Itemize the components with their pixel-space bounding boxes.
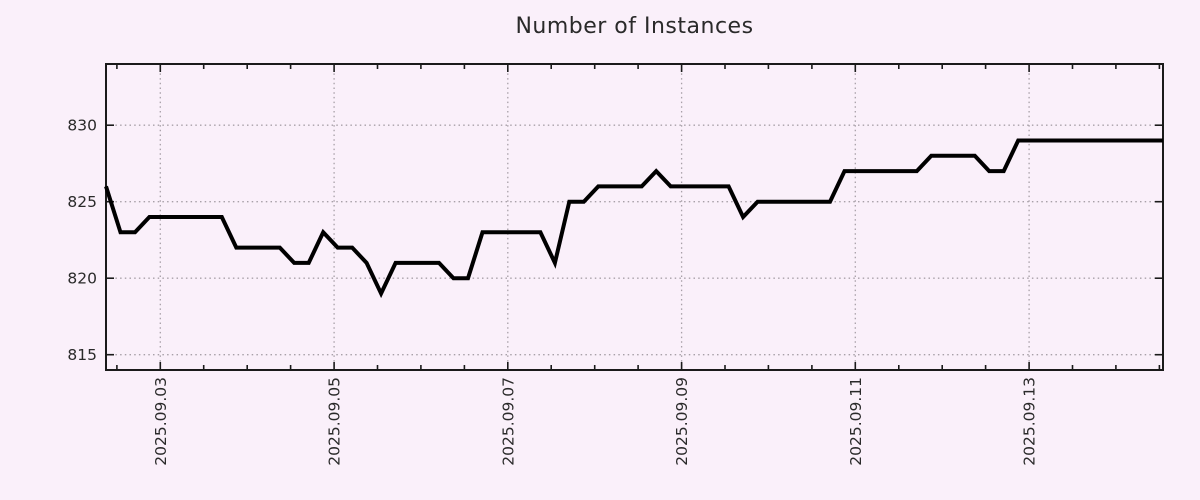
y-tick-label: 815	[67, 346, 97, 364]
y-tick-label: 830	[67, 117, 97, 135]
chart-title: Number of Instances	[515, 14, 754, 39]
data-line	[104, 138, 1163, 299]
y-tick-label: 820	[67, 270, 97, 288]
x-tick-label: 2025.09.07	[499, 377, 517, 466]
plot-border	[105, 63, 1164, 371]
x-tick-label: 2025.09.13	[1021, 377, 1039, 466]
x-tick-label: 2025.09.09	[673, 377, 691, 466]
x-tick-label: 2025.09.11	[847, 377, 865, 466]
y-tick-label: 825	[67, 193, 97, 211]
x-tick-label: 2025.09.05	[326, 377, 344, 466]
x-tick-label: 2025.09.03	[152, 377, 170, 466]
